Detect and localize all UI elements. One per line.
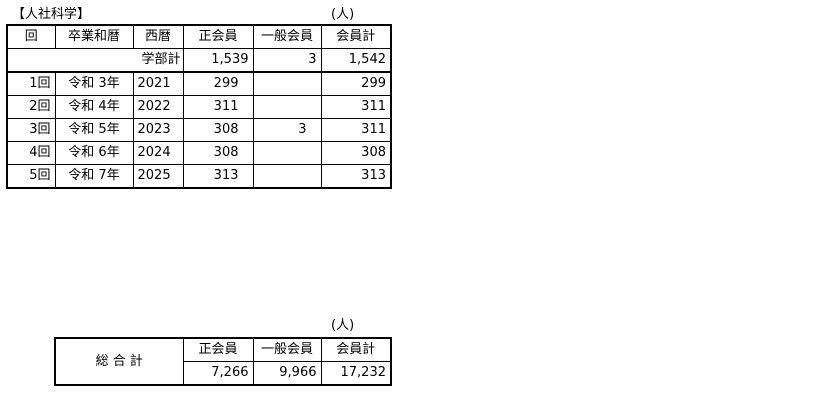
row-regular: 311 (182, 95, 254, 119)
table-row: 2回 令和 4年 2022 311 311 (6, 95, 392, 119)
row-era: 令和 5年 (54, 118, 134, 142)
header-row: 回 卒業和暦 西暦 正会員 一般会員 会員計 (6, 24, 392, 49)
grand-total-label: 総 合 計 (54, 337, 184, 386)
row-general (252, 141, 322, 165)
grand-total-table: 総 合 計 正会員 一般会員 会員計 7,266 9,966 17,232 (54, 337, 392, 386)
row-regular: 299 (182, 71, 254, 96)
subtotal-general: 3 (252, 48, 322, 73)
row-general (252, 95, 322, 119)
row-general (252, 164, 322, 189)
grand-total-value: 17,232 (320, 361, 392, 386)
row-total: 311 (320, 118, 392, 142)
table-row: 3回 令和 5年 2023 308 3 311 (6, 118, 392, 142)
row-era: 令和 6年 (54, 141, 134, 165)
header-no: 回 (6, 24, 56, 49)
row-year: 2022 (132, 95, 184, 119)
header-regular: 正会員 (182, 24, 254, 49)
grand-total-unit: (人) (331, 318, 355, 333)
header-year: 西暦 (132, 24, 184, 49)
row-year: 2025 (132, 164, 184, 189)
row-no: 5回 (6, 164, 56, 189)
row-total: 311 (320, 95, 392, 119)
row-regular: 308 (182, 118, 254, 142)
row-regular: 313 (182, 164, 254, 189)
row-no: 2回 (6, 95, 56, 119)
table-row: 5回 令和 7年 2025 313 313 (6, 164, 392, 189)
row-year: 2024 (132, 141, 184, 165)
grand-header-general: 一般会員 (252, 337, 322, 362)
row-general (252, 71, 322, 96)
section-title: 【人社科学】 (12, 7, 91, 22)
faculty-table: 回 卒業和暦 西暦 正会員 一般会員 会員計 学部計 1,539 3 1,542… (6, 24, 392, 189)
row-no: 1回 (6, 71, 56, 96)
row-year: 2021 (132, 71, 184, 96)
unit-label: (人) (331, 7, 355, 22)
grand-total-value-row: 7,266 9,966 17,232 (55, 361, 392, 386)
grand-general: 9,966 (252, 361, 322, 386)
table-row: 4回 令和 6年 2024 308 308 (6, 141, 392, 165)
grand-header-total: 会員計 (320, 337, 392, 362)
table-row: 1回 令和 3年 2021 299 299 (6, 71, 392, 96)
grand-regular: 7,266 (182, 361, 254, 386)
grand-total-header-row: 総 合 計 正会員 一般会員 会員計 (54, 337, 392, 386)
row-no: 4回 (6, 141, 56, 165)
row-regular: 308 (182, 141, 254, 165)
subtotal-total: 1,542 (320, 48, 392, 73)
subtotal-label: 学部計 (6, 48, 184, 73)
row-total: 299 (320, 71, 392, 96)
subtotal-row: 学部計 1,539 3 1,542 (6, 48, 392, 73)
header-era: 卒業和暦 (54, 24, 134, 49)
header-general: 一般会員 (252, 24, 322, 49)
row-total: 308 (320, 141, 392, 165)
row-general: 3 (252, 118, 322, 142)
subtotal-regular: 1,539 (182, 48, 254, 73)
row-era: 令和 7年 (54, 164, 134, 189)
grand-header-regular: 正会員 (182, 337, 254, 362)
row-era: 令和 3年 (54, 71, 134, 96)
row-no: 3回 (6, 118, 56, 142)
header-total: 会員計 (320, 24, 392, 49)
row-total: 313 (320, 164, 392, 189)
row-year: 2023 (132, 118, 184, 142)
row-era: 令和 4年 (54, 95, 134, 119)
